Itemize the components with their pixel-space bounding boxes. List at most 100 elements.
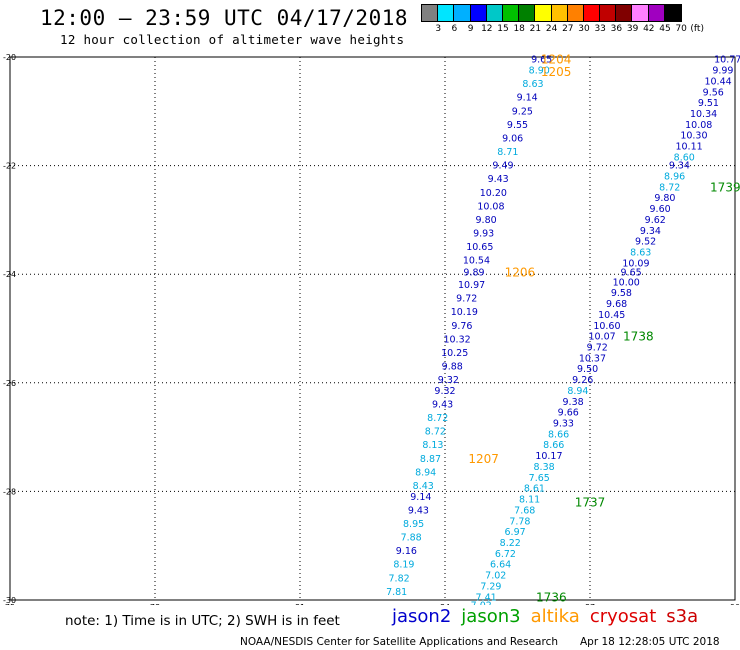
color-scale-swatches (421, 4, 682, 22)
wave-height-label-altika: 7.82 (389, 573, 410, 584)
wave-height-label-jason3: 8.11 (519, 495, 540, 506)
pass-time-label: 1736 (536, 590, 567, 604)
legend-jason3: jason3 (461, 606, 521, 627)
satellite-legend: jason2 jason3 altika cryosat s3a (392, 606, 708, 627)
color-scale-unit: (ft) (690, 24, 704, 34)
pass-time-label: 1204 (541, 53, 572, 67)
color-scale-tick: 39 (626, 24, 639, 34)
color-swatch (648, 5, 665, 21)
wave-height-label-jason3: 10.08 (685, 120, 712, 131)
legend-s3a: s3a (666, 606, 699, 627)
color-scale-tick: 18 (513, 24, 525, 34)
wave-height-label-jason3: 10.60 (593, 321, 620, 332)
wave-height-label-jason3: 8.94 (567, 386, 588, 397)
wave-height-label-altika: 10.25 (441, 348, 468, 359)
pass-time-label: 1207 (468, 452, 499, 466)
wave-height-label-altika: 9.55 (507, 120, 528, 131)
y-tick-label: -30 (3, 596, 16, 605)
y-tick-label: -24 (3, 270, 16, 279)
color-swatch (632, 5, 649, 21)
color-swatch (567, 5, 584, 21)
color-scale-tick: 70 (675, 24, 687, 34)
chart-title: 12:00 – 23:59 UTC 04/17/2018 (40, 6, 409, 30)
wave-height-label-jason3: 10.77 (714, 55, 740, 66)
wave-height-label-altika: 7.88 (401, 533, 422, 544)
wave-height-label-jason3: 7.41 (476, 592, 497, 603)
wave-height-label-jason3: 10.30 (680, 131, 707, 142)
wave-height-label-jason3: 9.33 (553, 419, 574, 430)
legend-altika: altika (530, 606, 580, 627)
color-scale-tick: 9 (467, 24, 474, 34)
wave-height-label-jason3: 7.65 (529, 473, 550, 484)
wave-height-label-altika: 9.32 (434, 386, 455, 397)
wave-height-label-jason3: 9.60 (650, 204, 671, 215)
color-swatch (438, 5, 455, 21)
x-tick-label: 75 (5, 603, 15, 605)
wave-height-label-jason3: 9.80 (654, 193, 675, 204)
wave-height-label-jason3: 9.52 (635, 237, 656, 248)
wave-height-label-jason3: 6.64 (490, 560, 511, 571)
y-tick-label: -28 (3, 487, 16, 496)
color-scale-tick: 27 (562, 24, 574, 34)
wave-height-label-jason3: 8.96 (664, 171, 685, 182)
wave-height-label-jason3: 9.68 (606, 299, 627, 310)
wave-height-label-jason3: 8.63 (630, 247, 651, 258)
wave-height-label-jason3: 9.50 (577, 364, 598, 375)
wave-height-label-jason3: 9.62 (645, 215, 666, 226)
pass-time-label: 1738 (623, 330, 654, 344)
wave-height-label-altika: 7.81 (386, 587, 407, 598)
pass-time-label: 1205 (541, 65, 572, 79)
wave-height-label-altika: 8.71 (497, 147, 518, 158)
color-scale-tick: 45 (659, 24, 671, 34)
color-swatch (519, 5, 536, 21)
color-scale-tick: 30 (578, 24, 590, 34)
x-tick-label: 90 (730, 603, 740, 605)
pass-time-label: 1737 (575, 495, 606, 509)
wave-height-label-altika: 10.54 (463, 256, 490, 267)
wave-height-label-altika: 8.94 (415, 467, 436, 478)
wave-height-label-altika: 8.43 (413, 481, 434, 492)
wave-height-label-altika: 8.13 (422, 440, 443, 451)
wave-height-label-jason3: 7.29 (480, 581, 501, 592)
wave-height-label-jason3: 6.72 (495, 549, 516, 560)
wave-height-label-jason3: 9.65 (621, 268, 642, 279)
wave-height-label-jason3: 9.34 (669, 161, 690, 172)
wave-height-label-altika: 10.65 (466, 242, 493, 253)
wave-height-label-altika: 9.72 (456, 294, 477, 305)
bottom-panel: note: 1) Time is in UTC; 2) SWH is in fe… (0, 605, 740, 650)
color-scale-tick: 12 (481, 24, 493, 34)
wave-height-label-jason3: 8.60 (674, 152, 695, 163)
wave-height-label-altika: 9.16 (396, 546, 417, 557)
wave-height-label-altika: 8.72 (427, 413, 448, 424)
color-scale-tick: 42 (643, 24, 655, 34)
wave-height-label-altika: 8.90 (529, 66, 550, 77)
pass-time-label: 1739 (710, 180, 740, 194)
credit-text: NOAA/NESDIS Center for Satellite Applica… (240, 636, 558, 648)
wave-height-label-altika: 9.49 (492, 161, 513, 172)
color-swatch (664, 5, 681, 21)
wave-height-label-jason3: 9.51 (698, 98, 719, 109)
color-swatch (600, 5, 617, 21)
wave-height-label-jason3: 8.72 (659, 182, 680, 193)
wave-height-label-altika: 9.43 (432, 400, 453, 411)
x-tick-label: 81 (295, 603, 305, 605)
wave-height-label-jason3: 10.44 (704, 76, 731, 87)
wave-height-label-jason3: 10.09 (622, 258, 649, 269)
wave-height-label-jason3: 9.66 (558, 408, 579, 419)
units-note: note: 1) Time is in UTC; 2) SWH is in fe… (65, 613, 340, 629)
wave-height-label-jason3: 8.66 (548, 429, 569, 440)
color-swatch (616, 5, 633, 21)
wave-height-label-jason3: 7.78 (509, 516, 530, 527)
wave-height-label-jason3: 10.11 (675, 142, 702, 153)
color-scale-tick: 21 (529, 24, 542, 34)
wave-height-label-jason3: 8.61 (524, 484, 545, 495)
wave-height-label-jason3: 8.66 (543, 440, 564, 451)
pass-time-label: 1206 (505, 266, 536, 280)
generated-timestamp: Apr 18 12:28:05 UTC 2018 (580, 636, 720, 648)
wave-height-label-jason3: 9.38 (563, 397, 584, 408)
wave-height-label-jason3: 10.45 (598, 310, 625, 321)
color-scale-tick: 24 (545, 24, 558, 34)
wave-height-label-altika: 8.19 (393, 560, 414, 571)
wave-height-label-jason3: 10.07 (588, 332, 615, 343)
color-scale-legend: 3 6 9 12 15 18 21 24 27 30 33 36 39 42 45 70 (ft) (421, 4, 704, 38)
